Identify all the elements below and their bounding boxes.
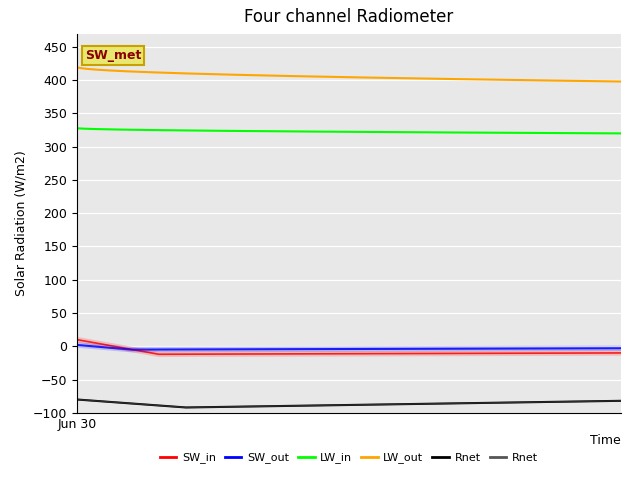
Rnet	[399, 401, 406, 407]
Rnet	[533, 399, 541, 405]
LW_in	[406, 129, 413, 135]
Rnet	[73, 396, 81, 402]
LW_in	[75, 125, 83, 131]
SW_in	[73, 337, 81, 343]
SW_out	[617, 346, 625, 351]
Line: Rnet2: Rnet2	[77, 399, 621, 408]
Rnet2	[568, 399, 575, 405]
Rnet	[408, 401, 415, 407]
Line: LW_out: LW_out	[77, 67, 621, 82]
LW_out	[617, 79, 625, 84]
LW_out	[73, 64, 81, 70]
SW_in	[399, 351, 406, 357]
Rnet2	[399, 401, 406, 407]
SW_in	[408, 351, 415, 357]
Rnet	[75, 397, 83, 403]
Rnet	[182, 405, 190, 410]
Y-axis label: Solar Radiation (W/m2): Solar Radiation (W/m2)	[14, 150, 27, 296]
SW_out	[73, 342, 81, 348]
Rnet2	[73, 396, 81, 402]
SW_out	[408, 346, 415, 352]
LW_in	[617, 131, 625, 136]
Rnet	[568, 399, 575, 405]
Rnet2	[533, 399, 541, 405]
LW_in	[397, 129, 404, 135]
SW_out	[399, 346, 406, 352]
Line: SW_out: SW_out	[77, 345, 621, 349]
SW_in	[397, 351, 404, 357]
Rnet	[397, 401, 404, 407]
LW_out	[397, 75, 404, 81]
Rnet2	[397, 401, 404, 407]
Line: LW_in: LW_in	[77, 128, 621, 133]
SW_out	[568, 346, 575, 351]
LW_out	[75, 65, 83, 71]
Line: Rnet: Rnet	[77, 399, 621, 408]
Rnet2	[408, 401, 415, 407]
LW_out	[406, 75, 413, 81]
LW_out	[531, 77, 539, 83]
SW_out	[397, 346, 404, 352]
SW_out	[127, 347, 135, 352]
Rnet	[617, 398, 625, 404]
LW_in	[531, 130, 539, 136]
SW_in	[155, 351, 163, 357]
SW_out	[533, 346, 541, 351]
Rnet2	[182, 405, 190, 410]
SW_in	[533, 350, 541, 356]
LW_in	[395, 129, 403, 135]
SW_out	[75, 342, 83, 348]
LW_in	[566, 130, 573, 136]
Legend: SW_in, SW_out, LW_in, LW_out, Rnet, Rnet: SW_in, SW_out, LW_in, LW_out, Rnet, Rnet	[156, 448, 542, 468]
LW_out	[566, 78, 573, 84]
LW_in	[73, 125, 81, 131]
SW_in	[617, 350, 625, 356]
Title: Four channel Radiometer: Four channel Radiometer	[244, 9, 453, 26]
Text: Time: Time	[590, 433, 621, 447]
SW_in	[75, 337, 83, 343]
Text: SW_met: SW_met	[85, 49, 141, 62]
LW_out	[395, 75, 403, 81]
Rnet2	[75, 397, 83, 403]
Rnet2	[617, 398, 625, 404]
SW_in	[568, 350, 575, 356]
Line: SW_in: SW_in	[77, 340, 621, 354]
